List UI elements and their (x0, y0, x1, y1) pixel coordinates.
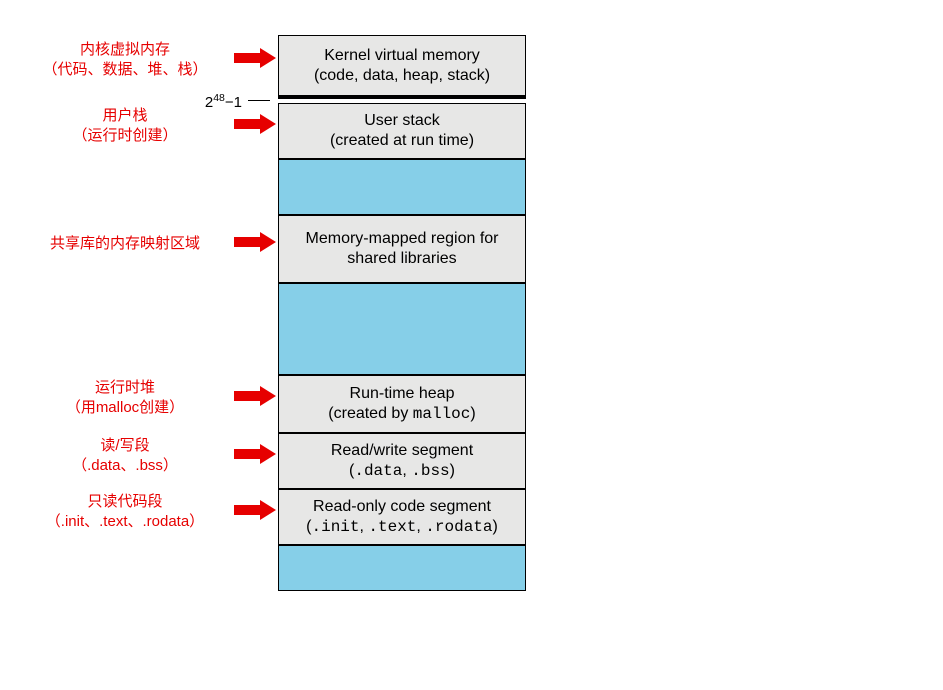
red-left-label-rw: 读/写段（.data、.bss） (20, 436, 230, 475)
segment-kernel: Kernel virtual memory(code, data, heap, … (278, 35, 526, 99)
red-left-label-heap: 运行时堆（用malloc创建） (20, 378, 230, 417)
red-arrow-head (260, 444, 276, 464)
segment-line1: User stack (364, 111, 440, 131)
red-arrow-head (260, 114, 276, 134)
segment-line1: Kernel virtual memory (324, 46, 480, 66)
segment-line2: (.data, .bss) (349, 461, 455, 481)
segment-heap: Run-time heap(created by malloc) (278, 375, 526, 433)
red-arrow-body (234, 391, 260, 401)
segment-rw: Read/write segment(.data, .bss) (278, 433, 526, 489)
segment-gap2 (278, 283, 526, 375)
red-arrow-head (260, 48, 276, 68)
red-left-label-kernel: 内核虚拟内存（代码、数据、堆、栈） (20, 40, 230, 79)
segment-line2: (.init, .text, .rodata) (306, 517, 498, 537)
red-arrow-head (260, 232, 276, 252)
segment-gap1 (278, 159, 526, 215)
red-arrow-head (260, 386, 276, 406)
segment-ro: Read-only code segment(.init, .text, .ro… (278, 489, 526, 545)
segment-mmap: Memory-mapped region forshared libraries (278, 215, 526, 283)
red-arrow-body (234, 53, 260, 63)
segment-line2: shared libraries (347, 249, 456, 269)
red-left-label-ro: 只读代码段（.init、.text、.rodata） (20, 492, 230, 531)
red-left-label-mmap: 共享库的内存映射区域 (20, 234, 230, 254)
segment-line2: (created by malloc) (328, 404, 475, 424)
segment-line1: Memory-mapped region for (306, 229, 499, 249)
segment-ustack: User stack(created at run time) (278, 103, 526, 159)
red-arrow-body (234, 505, 260, 515)
red-arrow-body (234, 449, 260, 459)
red-arrow-body (234, 237, 260, 247)
segment-line2: (created at run time) (330, 131, 474, 151)
red-arrow-body (234, 119, 260, 129)
segment-line1: Read/write segment (331, 441, 473, 461)
segment-line1: Read-only code segment (313, 497, 491, 517)
addr-arrow-line (248, 100, 270, 101)
addr-label: 248−1 (140, 92, 242, 113)
segment-line1: Run-time heap (350, 384, 455, 404)
segment-bottom (278, 545, 526, 591)
red-arrow-head (260, 500, 276, 520)
segment-line2: (code, data, heap, stack) (314, 66, 490, 86)
